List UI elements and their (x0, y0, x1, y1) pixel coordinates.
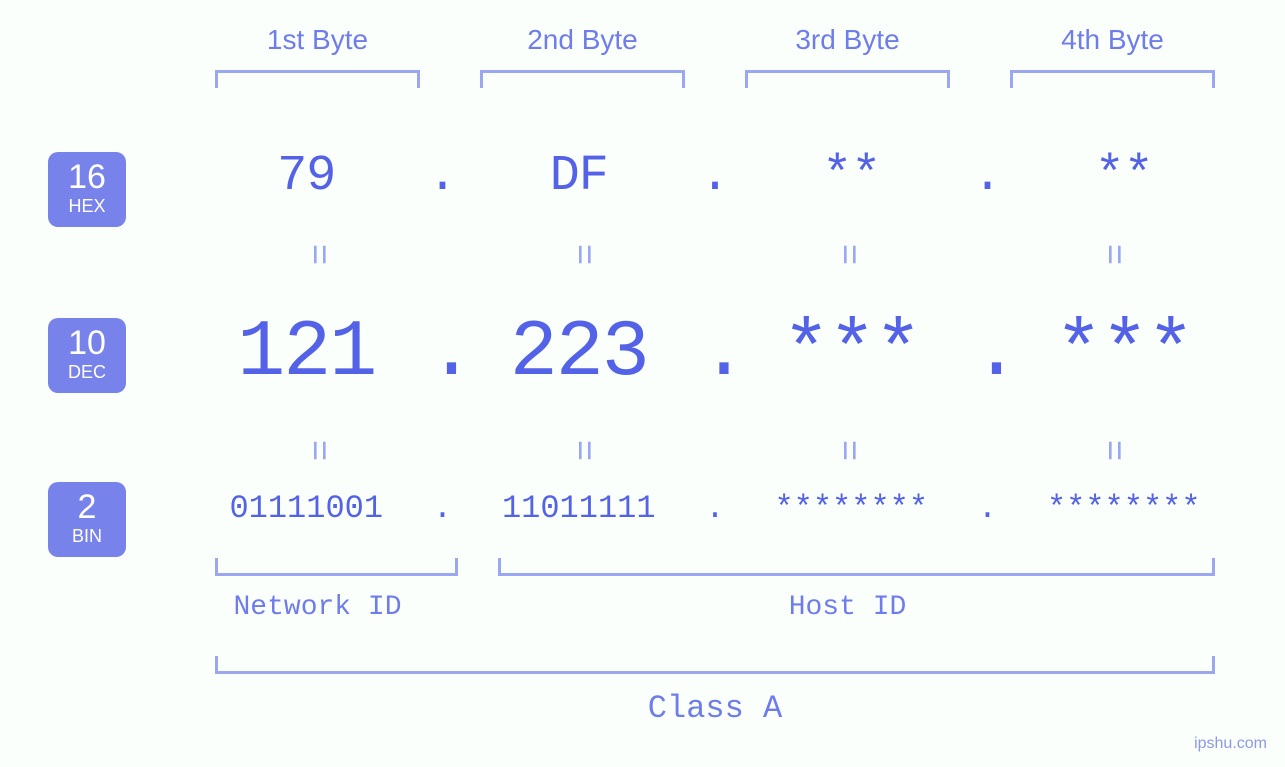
hex-badge-label: HEX (48, 196, 126, 217)
byte-header-2: 2nd Byte (450, 24, 715, 56)
byte-header-4: 4th Byte (980, 24, 1245, 56)
equals-icon: = (562, 318, 603, 583)
class-label: Class A (185, 690, 1245, 727)
separator-dot: . (700, 308, 730, 399)
separator-dot: . (700, 490, 730, 527)
equals-row-top: = = = = (185, 234, 1245, 275)
hex-row: 79 . DF . ** . ** (185, 148, 1245, 205)
separator-dot: . (973, 490, 1003, 527)
dec-row: 121 . 223 . *** . *** (185, 308, 1245, 399)
bin-byte-2: 11011111 (458, 490, 701, 527)
byte-header-1: 1st Byte (185, 24, 450, 56)
host-id-label: Host ID (450, 592, 1245, 623)
hex-badge: 16 HEX (48, 152, 126, 227)
bin-byte-4: ******** (1003, 490, 1246, 527)
top-bracket-2 (480, 70, 685, 88)
equals-icon: = (297, 318, 338, 583)
watermark: ipshu.com (1194, 735, 1267, 753)
bin-row: 01111001 . 11011111 . ******** . *******… (185, 490, 1245, 527)
separator-dot: . (428, 308, 458, 399)
ip-diagram: 1st Byte 2nd Byte 3rd Byte 4th Byte 16 H… (0, 0, 1285, 767)
network-id-label: Network ID (185, 592, 450, 623)
hex-badge-num: 16 (48, 160, 126, 194)
bin-byte-3: ******** (730, 490, 973, 527)
separator-dot: . (973, 148, 1003, 205)
dec-badge: 10 DEC (48, 318, 126, 393)
bin-badge-label: BIN (48, 526, 126, 547)
network-bracket (215, 558, 458, 576)
bin-badge-num: 2 (48, 490, 126, 524)
bin-badge: 2 BIN (48, 482, 126, 557)
dec-badge-num: 10 (48, 326, 126, 360)
top-bracket-1 (215, 70, 420, 88)
separator-dot: . (428, 490, 458, 527)
equals-icon: = (1092, 318, 1133, 583)
separator-dot: . (700, 148, 730, 205)
class-bracket (215, 656, 1215, 674)
section-brackets (185, 558, 1245, 580)
separator-dot: . (428, 148, 458, 205)
host-bracket (498, 558, 1215, 576)
equals-row-bottom: = = = = (185, 430, 1245, 471)
section-labels: Network ID Host ID (185, 592, 1245, 623)
byte-header-3: 3rd Byte (715, 24, 980, 56)
equals-icon: = (827, 318, 868, 583)
byte-headers: 1st Byte 2nd Byte 3rd Byte 4th Byte (185, 24, 1245, 56)
top-bracket-3 (745, 70, 950, 88)
dec-badge-label: DEC (48, 362, 126, 383)
bin-byte-1: 01111001 (185, 490, 428, 527)
separator-dot: . (973, 308, 1003, 399)
top-brackets (185, 70, 1245, 94)
top-bracket-4 (1010, 70, 1215, 88)
